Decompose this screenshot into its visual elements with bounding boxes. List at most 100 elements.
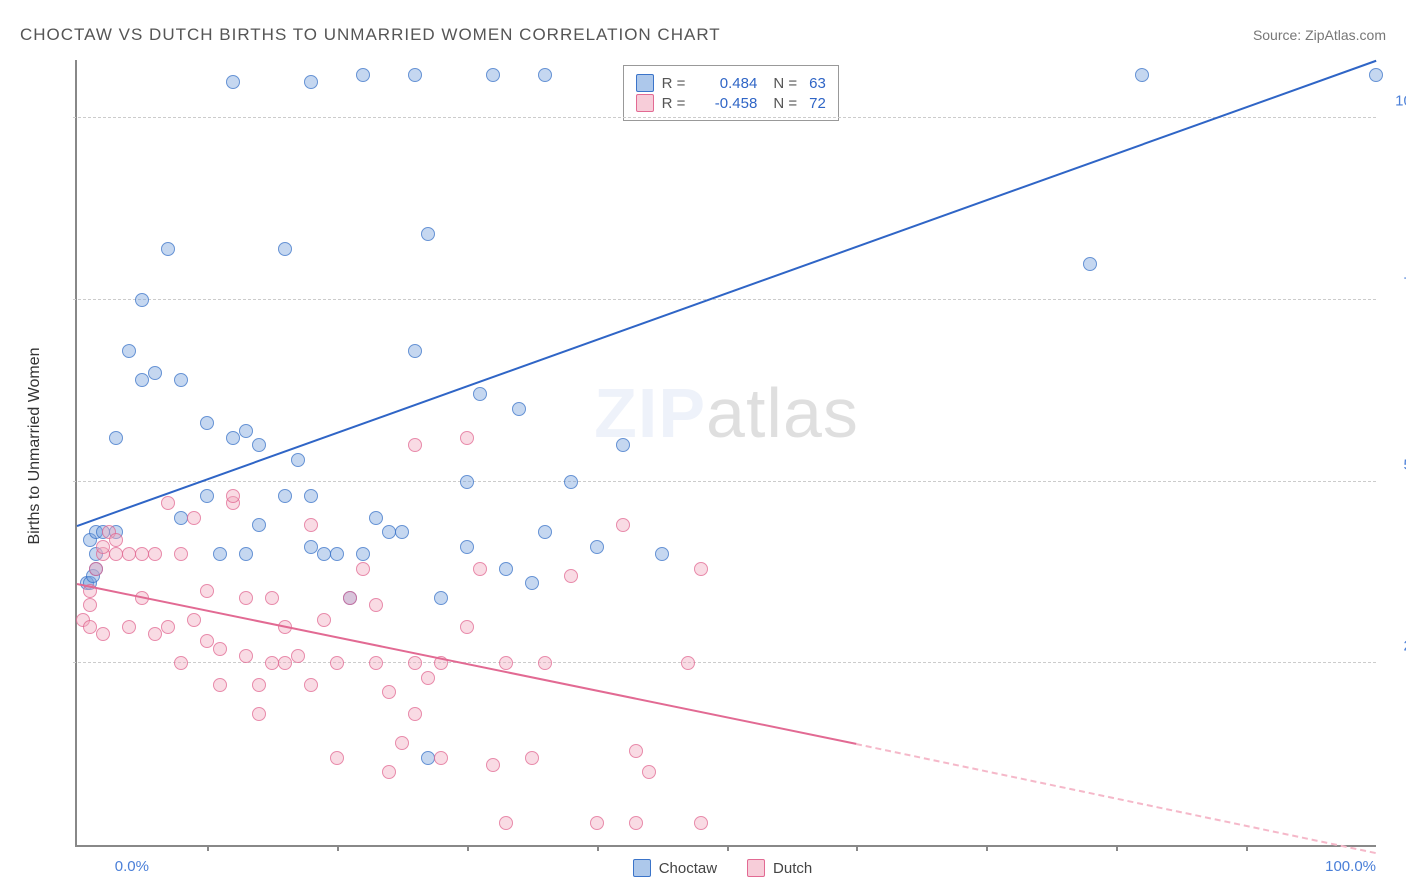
data-point — [304, 75, 318, 89]
x-tick — [337, 845, 339, 851]
stats-legend: R =0.484N =63 R =-0.458N =72 — [623, 65, 839, 121]
data-point — [96, 627, 110, 641]
data-point — [304, 518, 318, 532]
data-point — [200, 489, 214, 503]
data-point — [317, 547, 331, 561]
data-point — [460, 540, 474, 554]
x-tick — [207, 845, 209, 851]
data-point — [538, 656, 552, 670]
trend-line — [856, 743, 1376, 854]
data-point — [629, 816, 643, 830]
data-point — [369, 511, 383, 525]
data-point — [148, 547, 162, 561]
data-point — [564, 569, 578, 583]
data-point — [278, 489, 292, 503]
data-point — [330, 751, 344, 765]
trend-line — [77, 583, 857, 745]
source-attribution: Source: ZipAtlas.com — [1253, 27, 1386, 43]
data-point — [148, 366, 162, 380]
data-point — [694, 562, 708, 576]
data-point — [421, 751, 435, 765]
data-point — [330, 656, 344, 670]
data-point — [148, 627, 162, 641]
x-tick — [856, 845, 858, 851]
gridline — [73, 299, 1376, 300]
x-tick — [727, 845, 729, 851]
data-point — [200, 584, 214, 598]
data-point — [135, 547, 149, 561]
data-point — [382, 765, 396, 779]
data-point — [512, 402, 526, 416]
legend-swatch — [636, 94, 654, 112]
data-point — [395, 525, 409, 539]
stats-legend-row: R =0.484N =63 — [636, 74, 826, 92]
legend-item: Dutch — [747, 859, 812, 877]
data-point — [473, 387, 487, 401]
y-axis-title: Births to Unmarried Women — [26, 347, 44, 544]
data-point — [473, 562, 487, 576]
data-point — [343, 591, 357, 605]
data-point — [252, 438, 266, 452]
x-tick — [597, 845, 599, 851]
data-point — [369, 598, 383, 612]
data-point — [642, 765, 656, 779]
data-point — [252, 707, 266, 721]
data-point — [109, 431, 123, 445]
data-point — [317, 613, 331, 627]
data-point — [226, 431, 240, 445]
data-point — [200, 416, 214, 430]
data-point — [460, 431, 474, 445]
data-point — [590, 816, 604, 830]
data-point — [278, 656, 292, 670]
data-point — [174, 373, 188, 387]
chart-title: CHOCTAW VS DUTCH BIRTHS TO UNMARRIED WOM… — [20, 25, 721, 45]
data-point — [187, 613, 201, 627]
data-point — [408, 68, 422, 82]
data-point — [252, 518, 266, 532]
data-point — [213, 547, 227, 561]
legend-swatch — [636, 74, 654, 92]
data-point — [213, 678, 227, 692]
data-point — [174, 656, 188, 670]
data-point — [395, 736, 409, 750]
data-point — [161, 242, 175, 256]
data-point — [135, 293, 149, 307]
data-point — [382, 525, 396, 539]
data-point — [213, 642, 227, 656]
data-point — [89, 562, 103, 576]
data-point — [655, 547, 669, 561]
data-point — [538, 68, 552, 82]
data-point — [356, 68, 370, 82]
data-point — [421, 671, 435, 685]
stats-legend-row: R =-0.458N =72 — [636, 94, 826, 112]
x-tick — [1116, 845, 1118, 851]
series-legend: ChoctawDutch — [633, 859, 813, 877]
data-point — [226, 489, 240, 503]
data-point — [239, 424, 253, 438]
data-point — [304, 489, 318, 503]
data-point — [83, 620, 97, 634]
scatter-chart: ZIPatlas R =0.484N =63R =-0.458N =72 25.… — [75, 60, 1376, 847]
data-point — [421, 227, 435, 241]
data-point — [122, 344, 136, 358]
gridline — [73, 481, 1376, 482]
data-point — [135, 373, 149, 387]
data-point — [174, 511, 188, 525]
data-point — [499, 816, 513, 830]
data-point — [460, 475, 474, 489]
data-point — [265, 591, 279, 605]
x-tick — [986, 845, 988, 851]
data-point — [265, 656, 279, 670]
data-point — [499, 656, 513, 670]
data-point — [525, 576, 539, 590]
data-point — [330, 547, 344, 561]
data-point — [252, 678, 266, 692]
trend-line — [77, 60, 1377, 527]
data-point — [96, 540, 110, 554]
data-point — [109, 533, 123, 547]
data-point — [499, 562, 513, 576]
data-point — [681, 656, 695, 670]
data-point — [616, 518, 630, 532]
data-point — [174, 547, 188, 561]
data-point — [122, 547, 136, 561]
